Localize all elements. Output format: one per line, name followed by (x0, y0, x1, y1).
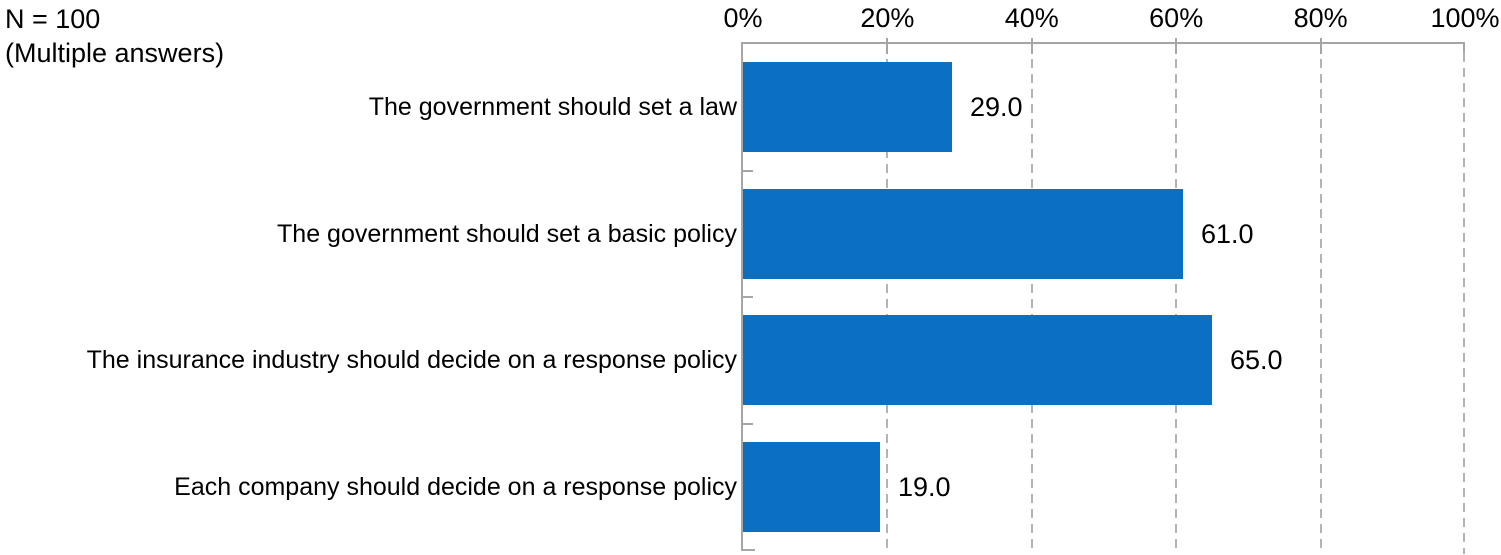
axis-tick-label: 20% (860, 3, 915, 33)
value-label-0: 29.0 (970, 92, 1023, 122)
sample-size: N = 100 (5, 4, 101, 34)
value-label-3: 19.0 (898, 472, 951, 502)
gridline-80 (1320, 44, 1322, 554)
axis-tick-label: 80% (1293, 3, 1348, 33)
category-label-2: The insurance industry should decide on … (86, 346, 737, 374)
left-axis-tick (743, 423, 753, 425)
axis-tick-label: 100% (1430, 3, 1500, 33)
category-label-1: The government should set a basic policy (277, 220, 737, 248)
value-label-2: 65.0 (1230, 345, 1283, 375)
left-axis-tick (743, 170, 753, 172)
gridline-40 (1031, 44, 1033, 554)
category-label-3: Each company should decide on a response… (174, 473, 737, 501)
gridline-20 (886, 44, 888, 554)
bar-2 (743, 315, 1212, 405)
bottom-axis-stub (741, 549, 755, 551)
top-axis-tick (1175, 38, 1177, 54)
bar-1 (743, 189, 1183, 279)
axis-tick-label: 0% (723, 3, 763, 33)
left-axis-tick (743, 296, 753, 298)
top-axis-tick (1031, 38, 1033, 54)
right-corner-stub (1463, 44, 1465, 53)
plot-area: 29.0 61.0 65.0 19.0 (741, 38, 1465, 554)
top-axis-tick (886, 38, 888, 54)
gridline-60 (1175, 44, 1177, 554)
gridline-100 (1463, 53, 1465, 554)
sample-size-note: N = 100 (Multiple answers) (5, 2, 224, 70)
axis-tick-label: 60% (1149, 3, 1204, 33)
value-label-1: 61.0 (1201, 219, 1254, 249)
multiple-answers-note: (Multiple answers) (5, 38, 225, 68)
bar-3 (743, 442, 880, 532)
bar-0 (743, 62, 952, 152)
axis-tick-label: 40% (1004, 3, 1059, 33)
top-axis-tick (1320, 38, 1322, 54)
category-label-0: The government should set a law (368, 93, 737, 121)
